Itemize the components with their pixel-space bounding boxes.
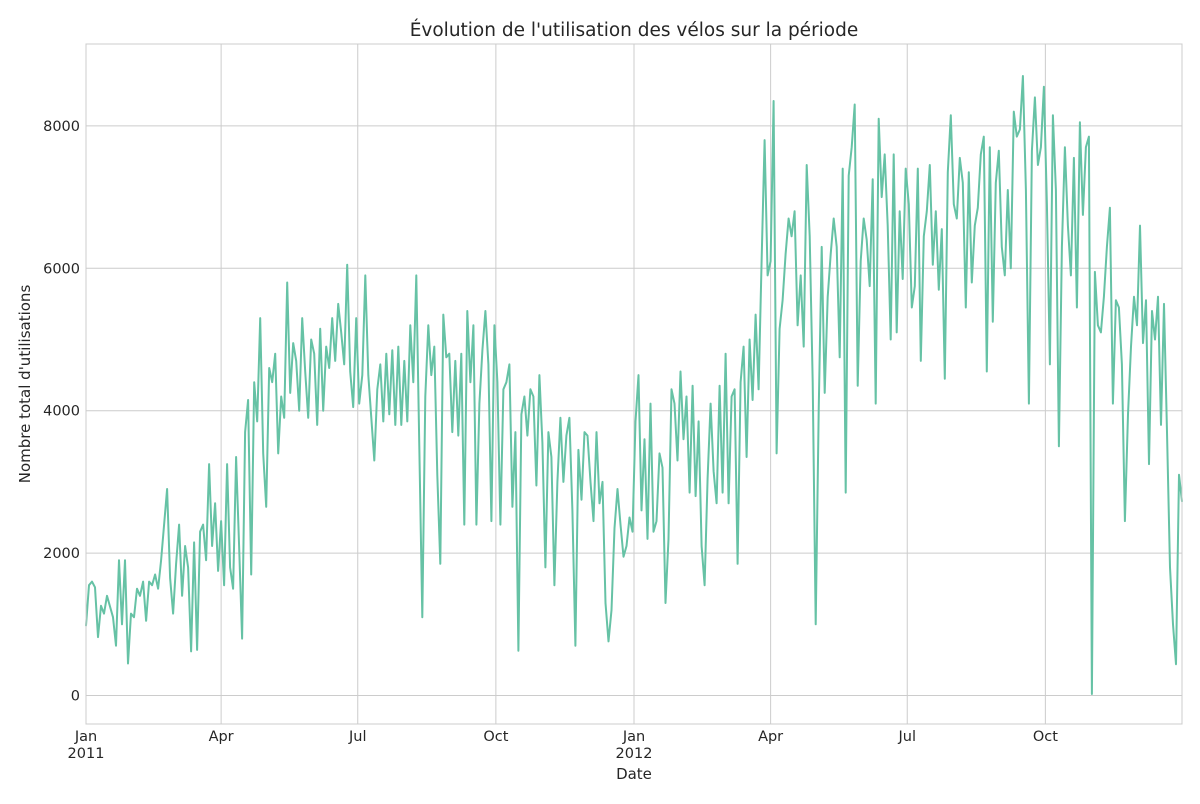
x-tick-label: Apr — [209, 729, 234, 745]
x-tick-label: Oct — [483, 729, 508, 745]
x-tick-year-label: 2012 — [616, 746, 653, 762]
x-tick-label: Jan — [622, 729, 645, 745]
x-tick-label: Jul — [897, 729, 916, 745]
y-axis-label: Nombre total d'utilisations — [16, 285, 34, 484]
series-layer — [85, 75, 1183, 695]
x-tick-label: Jan — [74, 729, 97, 745]
y-tick-label: 6000 — [43, 261, 80, 277]
x-tick-label: Apr — [758, 729, 783, 745]
y-tick-labels: 0 2000 4000 6000 8000 — [43, 119, 80, 705]
x-tick-label: Jul — [348, 729, 367, 745]
y-tick-label: 0 — [71, 689, 80, 705]
y-tick-label: 4000 — [43, 404, 80, 420]
series-line — [85, 75, 1183, 695]
x-tick-label: Oct — [1033, 729, 1058, 745]
chart-title: Évolution de l'utilisation des vélos sur… — [410, 19, 859, 41]
plot-frame — [85, 43, 1183, 725]
y-tick-label: 2000 — [43, 546, 80, 562]
x-tick-year-label: 2011 — [68, 746, 105, 762]
x-axis-label: Date — [616, 765, 652, 783]
y-tick-label: 8000 — [43, 119, 80, 135]
